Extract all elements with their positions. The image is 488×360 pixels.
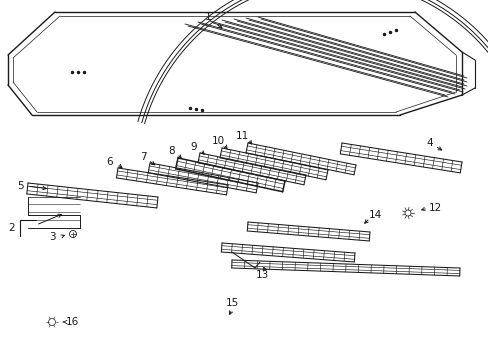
- Text: 10: 10: [211, 136, 224, 146]
- Text: 2: 2: [8, 223, 15, 233]
- Text: 1: 1: [204, 12, 211, 22]
- Text: 6: 6: [106, 157, 113, 167]
- Text: 16: 16: [65, 317, 79, 327]
- Text: 11: 11: [235, 131, 248, 141]
- Text: 13: 13: [255, 270, 268, 280]
- Text: 12: 12: [427, 203, 441, 213]
- Text: 7: 7: [140, 152, 146, 162]
- Text: 15: 15: [225, 298, 238, 308]
- Text: 3: 3: [49, 232, 55, 242]
- Text: 14: 14: [367, 210, 381, 220]
- Text: 5: 5: [17, 181, 23, 191]
- Text: 8: 8: [168, 146, 175, 156]
- Text: 4: 4: [426, 138, 432, 148]
- Text: 9: 9: [190, 142, 197, 152]
